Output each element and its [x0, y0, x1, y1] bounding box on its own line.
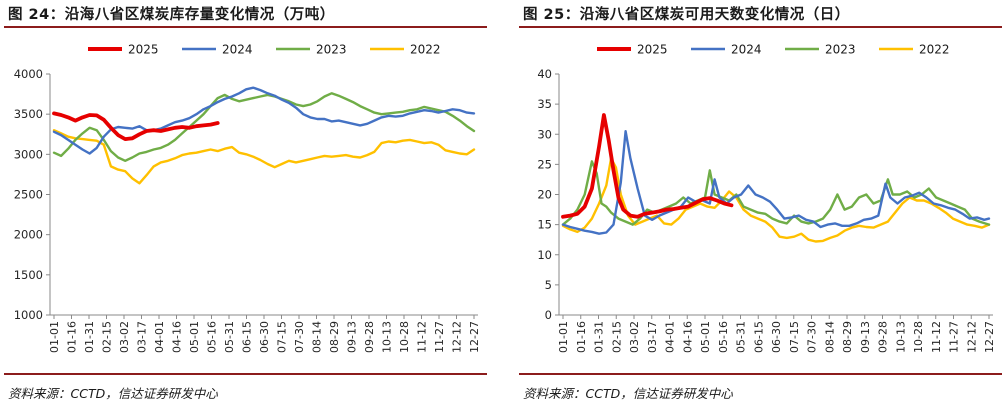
x-tick-label: 01-01: [557, 321, 570, 353]
y-tick-label: 0: [545, 308, 552, 322]
y-tick-label: 3500: [14, 107, 43, 121]
legend-label-2024: 2024: [731, 43, 762, 57]
y-tick-label: 1000: [14, 308, 43, 322]
x-tick-label: 11-12: [930, 321, 943, 353]
x-tick-label: 05-16: [717, 321, 730, 353]
x-tick-label: 08-29: [841, 321, 854, 353]
x-tick-label: 07-30: [293, 321, 306, 353]
stock-line-chart: 1000 1500 2000 2500 3000 3500 4000 01-01 01-16 01…: [14, 43, 481, 353]
y-tick-label: 10: [537, 248, 552, 262]
legend-label-2022: 2022: [919, 43, 950, 57]
x-tick-label: 09-13: [346, 321, 359, 353]
x-tick-label: 12-12: [451, 321, 464, 353]
x-tick-label: 04-01: [664, 321, 677, 353]
legend-label-2025: 2025: [637, 43, 668, 57]
x-tick-label: 04-01: [153, 321, 166, 353]
x-tick-label: 09-28: [877, 321, 890, 353]
x-tick-label: 10-13: [381, 321, 394, 353]
y-tick-label: 5: [545, 278, 552, 292]
x-tick-label: 05-16: [206, 321, 219, 353]
title-bar: 图 24：沿海八省区煤炭库存量变化情况（万吨）: [4, 0, 487, 28]
x-tick-label: 10-28: [398, 321, 411, 353]
stock-chart-panel: 图 24：沿海八省区煤炭库存量变化情况（万吨） 1000 1500 2000 2500…: [4, 0, 487, 405]
series-line-2022: [561, 157, 991, 243]
x-tick-label: 08-29: [328, 321, 341, 353]
legend-label-2025: 2025: [128, 43, 159, 57]
x-tick-label: 08-14: [823, 321, 836, 353]
legend-label-2024: 2024: [222, 43, 253, 57]
chart-title: 图 24：沿海八省区煤炭库存量变化情况（万吨）: [8, 7, 335, 23]
source-note: 资料来源：CCTD，信达证券研发中心: [8, 386, 218, 401]
x-tick-label: 04-16: [681, 321, 694, 353]
x-tick-label: 07-15: [276, 321, 289, 353]
x-tick-label: 05-31: [735, 321, 748, 353]
x-tick-label: 01-31: [83, 321, 96, 353]
x-tick-label: 06-15: [241, 321, 254, 353]
y-tick-label: 4000: [14, 67, 43, 81]
y-tick-label: 2500: [14, 188, 43, 202]
x-tick-label: 10-28: [912, 321, 925, 353]
x-tick-label: 04-16: [171, 321, 184, 353]
x-tick-label: 02-15: [610, 321, 623, 353]
x-tick-label: 03-17: [646, 321, 659, 353]
x-tick-label: 05-01: [699, 321, 712, 353]
legend-label-2023: 2023: [825, 43, 856, 57]
x-tick-label: 07-30: [806, 321, 819, 353]
y-tick-label: 25: [537, 157, 552, 171]
y-tick-label: 35: [537, 97, 552, 111]
y-tick-label: 2000: [14, 228, 43, 242]
x-tick-label: 09-28: [363, 321, 376, 353]
x-tick-label: 05-31: [223, 321, 236, 353]
x-tick-label: 05-01: [188, 321, 201, 353]
y-tick-label: 15: [537, 218, 552, 232]
x-tick-label: 06-30: [258, 321, 271, 353]
x-tick-label: 06-30: [770, 321, 783, 353]
y-tick-label: 40: [537, 67, 552, 81]
x-tick-label: 01-31: [593, 321, 606, 353]
x-tick-label: 03-02: [628, 321, 641, 353]
x-tick-label: 10-13: [894, 321, 907, 353]
legend-label-2022: 2022: [410, 43, 441, 57]
x-tick-label: 12-27: [983, 321, 996, 353]
x-tick-label: 03-02: [118, 321, 131, 353]
y-tick-label: 3000: [14, 147, 43, 161]
x-tick-label: 03-17: [136, 321, 149, 353]
y-tick-label: 1500: [14, 268, 43, 282]
series-line-2022: [52, 128, 476, 185]
x-tick-label: 06-15: [752, 321, 765, 353]
x-tick-label: 01-16: [66, 321, 79, 353]
series-line-2024: [561, 129, 991, 235]
series-line-2024: [52, 86, 476, 155]
series-line-2023: [52, 92, 476, 163]
x-tick-label: 11-27: [948, 321, 961, 353]
series-line-2025: [52, 111, 220, 141]
source-divider: [4, 373, 487, 375]
source-divider: [519, 373, 1002, 375]
x-tick-label: 11-12: [416, 321, 429, 353]
x-tick-label: 08-14: [311, 321, 324, 353]
legend-label-2023: 2023: [316, 43, 347, 57]
y-tick-label: 20: [537, 188, 552, 202]
days-chart-panel: 图 25：沿海八省区煤炭可用天数变化情况（日） 0 5 10 15 20 25 30 35 40…: [519, 0, 1002, 405]
x-tick-label: 12-27: [468, 321, 481, 353]
series-line-2025: [561, 113, 734, 219]
x-tick-label: 07-15: [788, 321, 801, 353]
x-tick-label: 12-12: [965, 321, 978, 353]
chart-title: 图 25：沿海八省区煤炭可用天数变化情况（日）: [523, 7, 850, 23]
source-note: 资料来源：CCTD，信达证券研发中心: [523, 386, 733, 401]
x-tick-label: 01-16: [575, 321, 588, 353]
y-tick-label: 30: [537, 127, 552, 141]
x-tick-label: 02-15: [101, 321, 114, 353]
x-tick-label: 11-27: [433, 321, 446, 353]
x-tick-label: 01-01: [48, 321, 61, 353]
title-bar: 图 25：沿海八省区煤炭可用天数变化情况（日）: [519, 0, 1002, 28]
x-tick-label: 09-13: [859, 321, 872, 353]
